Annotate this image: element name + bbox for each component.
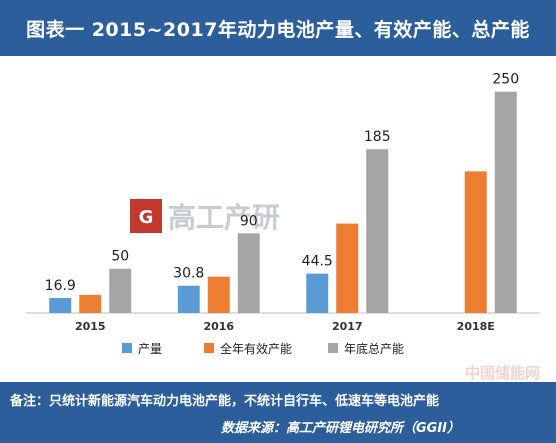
x-tick-label: 2018E <box>457 320 495 333</box>
bar-3-2018E <box>494 91 517 313</box>
footer: 备注：只统计新能源汽车动力电池产能，不统计自行车、低速车等电池产能 数据来源：高… <box>0 382 556 443</box>
bar-2-2017 <box>336 223 359 313</box>
data-label: 30.8 <box>173 266 204 282</box>
corner-watermark: 中国储能网 <box>465 364 540 382</box>
data-label: 44.5 <box>302 254 333 270</box>
data-label: 185 <box>364 129 391 145</box>
bar-chart: G 高工产研 2015 2016 2017 2018E 16.9 50 30.8 90 44.5 18… <box>26 72 540 382</box>
legend-label: 年底总产能 <box>344 341 404 356</box>
bar-3-2017 <box>366 149 389 313</box>
bar-3-2015 <box>109 268 132 313</box>
data-label: 16.9 <box>45 278 76 294</box>
x-tick-label: 2015 <box>75 320 106 333</box>
x-tick-label: 2016 <box>203 320 234 333</box>
data-label: 90 <box>240 213 258 229</box>
watermark-logo-text: 高工产研 <box>168 201 280 234</box>
chart-title: 图表一 2015~2017年动力电池产量、有效产能、总产能 <box>0 0 556 56</box>
bar-2-2015 <box>79 294 102 313</box>
bar-3-2016 <box>237 233 260 313</box>
watermark-logo-box <box>130 199 162 233</box>
chart-area: G 高工产研 2015 2016 2017 2018E 16.9 50 30.8 90 44.5 18… <box>0 56 556 382</box>
bar-1-2017 <box>306 273 329 313</box>
bar-1-2016 <box>177 285 200 313</box>
legend-label: 产量 <box>138 342 162 356</box>
watermark-logo-letter: G <box>139 207 154 228</box>
bar-2-2016 <box>207 276 230 313</box>
footnote: 备注：只统计新能源汽车动力电池产能，不统计自行车、低速车等电池产能 <box>10 394 440 409</box>
legend-label: 全年有效产能 <box>220 341 292 356</box>
legend-swatch <box>122 343 132 353</box>
legend-swatch <box>328 343 338 353</box>
bar-2-2018E <box>464 171 487 313</box>
legend-swatch <box>204 343 214 353</box>
data-label: 250 <box>492 72 519 88</box>
data-label: 50 <box>111 249 129 265</box>
data-source: 数据来源：高工产研锂电研究所（GGII） <box>220 421 460 436</box>
bar-1-2015 <box>49 298 72 313</box>
x-tick-label: 2017 <box>332 320 363 333</box>
